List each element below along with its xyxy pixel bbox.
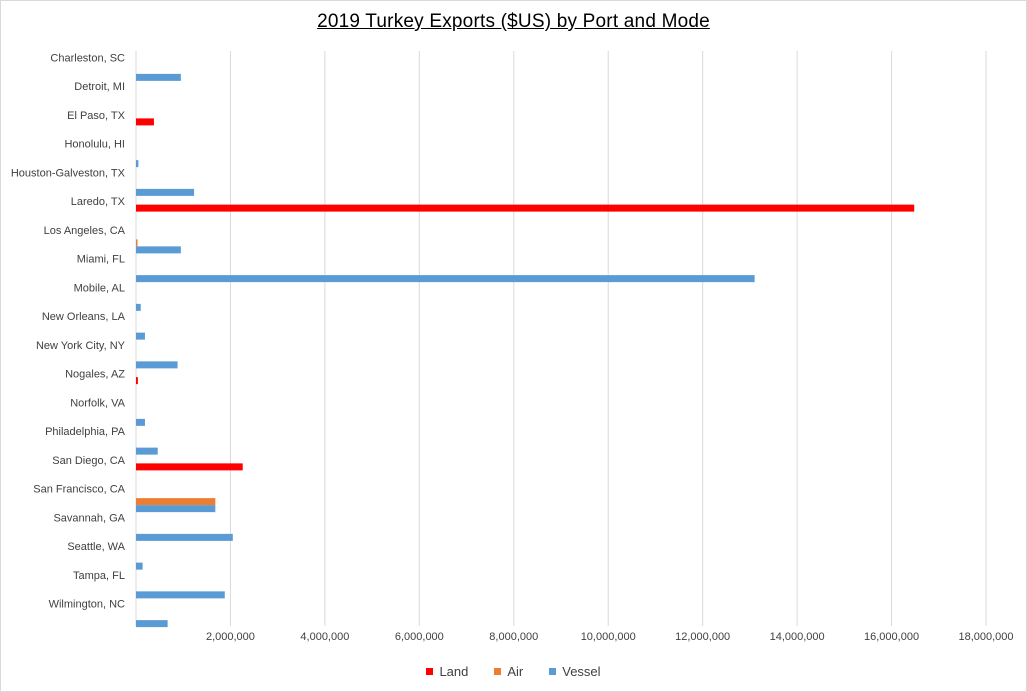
- x-tick-label: 2,000,000: [206, 631, 255, 643]
- bar-vessel: [136, 533, 233, 541]
- legend-label: Vessel: [562, 664, 601, 679]
- x-tick-label: 18,000,000: [958, 631, 1013, 643]
- category-label: Savannah, GA: [53, 512, 125, 524]
- legend: Land Air Vessel: [1, 664, 1026, 679]
- bar-air: [136, 498, 216, 506]
- category-label: Laredo, TX: [71, 196, 126, 208]
- category-label: New Orleans, LA: [42, 311, 126, 323]
- category-label: San Francisco, CA: [33, 484, 125, 496]
- bar-land: [136, 463, 243, 471]
- category-label: Miami, FL: [77, 254, 125, 266]
- bar-vessel: [136, 447, 158, 455]
- bar-land: [136, 204, 915, 212]
- legend-item-land: Land: [426, 664, 468, 679]
- category-label: Philadelphia, PA: [45, 426, 126, 438]
- x-tick-label: 12,000,000: [675, 631, 730, 643]
- bar-vessel: [136, 562, 143, 570]
- bar-vessel: [136, 361, 178, 369]
- category-label: Nogales, AZ: [65, 369, 125, 381]
- bar-air: [136, 239, 138, 247]
- legend-swatch: [426, 668, 434, 675]
- x-tick-label: 10,000,000: [581, 631, 636, 643]
- x-tick-label: 8,000,000: [489, 631, 538, 643]
- legend-label: Air: [507, 664, 524, 679]
- bar-vessel: [136, 303, 141, 311]
- bar-vessel: [136, 332, 145, 340]
- category-label: Detroit, MI: [74, 81, 125, 93]
- category-label: Seattle, WA: [67, 541, 125, 553]
- bar-vessel: [136, 188, 195, 196]
- category-label: Honolulu, HI: [64, 139, 125, 151]
- chart-title: 2019 Turkey Exports ($US) by Port and Mo…: [317, 11, 710, 32]
- bar-vessel: [136, 275, 755, 283]
- bar-vessel: [136, 620, 168, 628]
- bar-vessel: [136, 418, 145, 426]
- bar-vessel: [136, 246, 181, 254]
- bar-vessel: [136, 160, 139, 168]
- bar-vessel: [136, 73, 181, 81]
- x-tick-label: 4,000,000: [300, 631, 349, 643]
- legend-item-air: Air: [494, 664, 523, 679]
- legend-swatch: [549, 668, 557, 675]
- legend-item-vessel: Vessel: [549, 664, 601, 679]
- x-tick-label: 6,000,000: [395, 631, 444, 643]
- x-tick-label: 14,000,000: [770, 631, 825, 643]
- bar-land: [136, 377, 138, 385]
- x-tick-label: 16,000,000: [864, 631, 919, 643]
- bar-vessel: [136, 591, 225, 599]
- category-label: Mobile, AL: [74, 282, 125, 294]
- category-label: Norfolk, VA: [70, 397, 125, 409]
- category-label: New York City, NY: [36, 340, 126, 352]
- legend-swatch: [494, 668, 502, 675]
- category-label: Charleston, SC: [50, 52, 125, 64]
- category-label: Tampa, FL: [73, 570, 125, 582]
- bar-land: [136, 118, 154, 126]
- bar-vessel: [136, 505, 216, 513]
- legend-label: Land: [439, 664, 469, 679]
- category-label: El Paso, TX: [67, 110, 126, 122]
- category-label: San Diego, CA: [52, 455, 125, 467]
- category-label: Los Angeles, CA: [44, 225, 126, 237]
- category-label: Houston-Galveston, TX: [11, 167, 126, 179]
- category-label: Wilmington, NC: [49, 599, 125, 611]
